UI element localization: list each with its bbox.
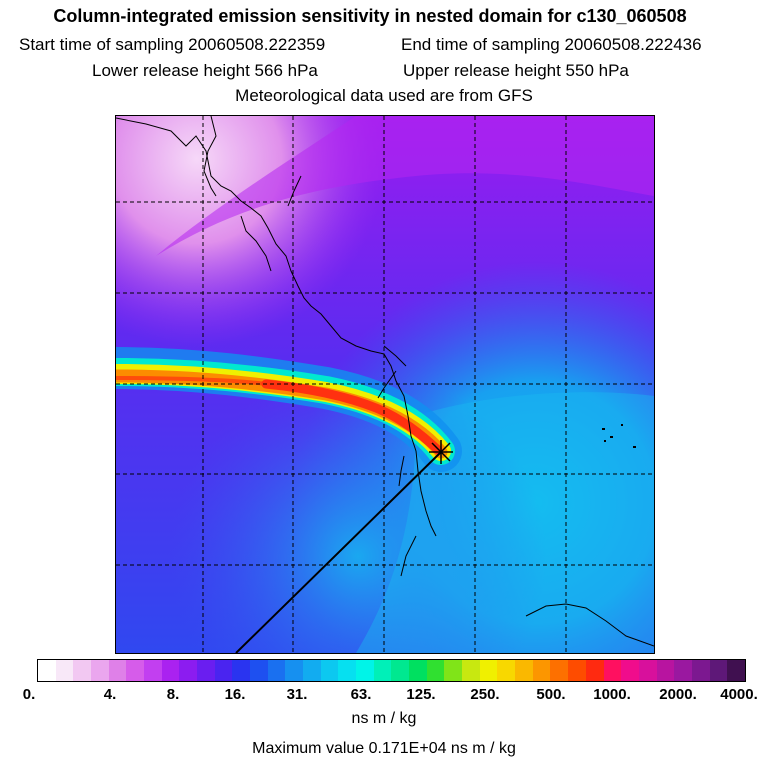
sampling-start: Start time of sampling 20060508.222359 xyxy=(19,35,326,54)
colorbar-cell xyxy=(550,660,569,681)
colorbar-cell xyxy=(515,660,533,681)
colorbar-cell xyxy=(727,660,745,681)
colorbar-cell xyxy=(73,660,92,681)
colorbar-tick-label: 4000. xyxy=(720,686,758,703)
colorbar-cell xyxy=(409,660,427,681)
plume xyxy=(116,347,462,472)
colorbar-tick-label: 0. xyxy=(22,686,36,703)
colorbar-cell xyxy=(444,660,463,681)
colorbar-cell xyxy=(462,660,480,681)
colorbar-tick-label: 16. xyxy=(224,686,246,703)
colorbar-cell xyxy=(38,660,56,681)
colorbar-cell xyxy=(656,660,675,681)
colorbar-cell xyxy=(320,660,339,681)
colorbar-tick-label: 125. xyxy=(406,686,436,703)
colorbar-cell xyxy=(285,660,304,681)
colorbar-cell xyxy=(232,660,251,681)
colorbar-cell xyxy=(426,660,445,681)
colorbar-cell xyxy=(638,660,657,681)
release-upper: Upper release height 550 hPa xyxy=(403,61,629,80)
colorbar-cell xyxy=(709,660,728,681)
colorbar-tick-label: 31. xyxy=(286,686,308,703)
colorbar-labels: 0. 4. 8. 16. 31. 63. 125. 250. 500. 1000. 2000. 400… xyxy=(0,686,768,706)
met-note: Meteorological data used are from GFS xyxy=(235,86,533,105)
colorbar-cell xyxy=(585,660,604,681)
colorbar-cell xyxy=(250,660,268,681)
colorbar-tick-label: 250. xyxy=(470,686,500,703)
colorbar-cell xyxy=(497,660,516,681)
colorbar-cell xyxy=(214,660,233,681)
plot-title: Column-integrated emission sensitivity i… xyxy=(53,6,687,26)
colorbar-tick-label: 1000. xyxy=(593,686,631,703)
colorbar-cell xyxy=(197,660,215,681)
colorbar-tick-label: 2000. xyxy=(659,686,697,703)
colorbar xyxy=(37,659,746,682)
colorbar-cell xyxy=(55,660,74,681)
colorbar-cell xyxy=(621,660,639,681)
colorbar-cell xyxy=(108,660,127,681)
colorbar-tick-label: 4. xyxy=(103,686,117,703)
colorbar-cell xyxy=(674,660,692,681)
colorbar-cell xyxy=(391,660,410,681)
islands xyxy=(602,424,636,448)
colorbar-cell xyxy=(126,660,145,681)
colorbar-cell xyxy=(144,660,162,681)
release-lower: Lower release height 566 hPa xyxy=(92,61,318,80)
colorbar-cell xyxy=(267,660,286,681)
colorbar-cell xyxy=(532,660,551,681)
colorbar-tick-label: 500. xyxy=(536,686,566,703)
colorbar-cell xyxy=(179,660,198,681)
maximum-value: Maximum value 0.171E+04 ns m / kg xyxy=(252,740,516,757)
colorbar-cell xyxy=(479,660,498,681)
colorbar-cell xyxy=(91,660,109,681)
colorbar-cell xyxy=(691,660,710,681)
colorbar-cell xyxy=(568,660,586,681)
colorbar-tick-label: 8. xyxy=(166,686,180,703)
colorbar-cell xyxy=(373,660,392,681)
flight-track xyxy=(235,451,442,653)
sensitivity-map xyxy=(115,115,655,654)
colorbar-cell xyxy=(303,660,321,681)
colorbar-cell xyxy=(603,660,622,681)
colorbar-tick-label: 63. xyxy=(350,686,372,703)
coastlines xyxy=(116,116,654,647)
graticule xyxy=(116,116,654,653)
field-north-band xyxy=(156,116,654,256)
colorbar-unit: ns m / kg xyxy=(351,710,417,727)
release-point-marker xyxy=(429,440,453,464)
colorbar-cell xyxy=(338,660,357,681)
sampling-end: End time of sampling 20060508.222436 xyxy=(401,35,702,54)
colorbar-cell xyxy=(161,660,180,681)
colorbar-cell xyxy=(356,660,374,681)
map-canvas xyxy=(116,116,654,653)
